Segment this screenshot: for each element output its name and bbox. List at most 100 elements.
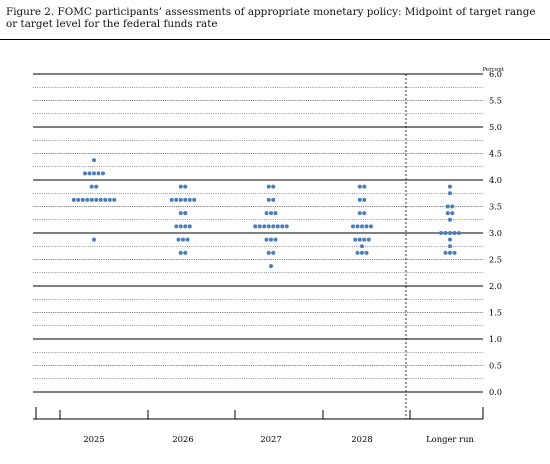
dot xyxy=(369,224,373,229)
dot xyxy=(183,197,188,202)
y-tick-label: 0.5 xyxy=(489,361,502,371)
dot xyxy=(103,197,108,202)
dot xyxy=(450,211,455,216)
dot xyxy=(101,171,105,176)
dot xyxy=(264,237,269,242)
dots xyxy=(71,158,461,269)
dot xyxy=(280,224,285,229)
dot xyxy=(452,231,457,235)
dot xyxy=(183,224,188,229)
x-category-label: Longer run xyxy=(426,434,474,444)
dot xyxy=(178,184,183,189)
y-tick-label: 1.5 xyxy=(489,308,502,318)
y-tick-label: 6.0 xyxy=(489,69,502,79)
dot xyxy=(178,211,183,216)
y-axis-unit-label: Percent xyxy=(483,67,505,73)
dot xyxy=(94,184,99,189)
dot xyxy=(275,224,280,229)
dot xyxy=(174,197,179,202)
dot xyxy=(362,184,367,189)
dot xyxy=(357,237,362,242)
y-tick-label: 1.0 xyxy=(489,334,502,344)
dot xyxy=(112,197,117,202)
dot xyxy=(360,224,364,229)
dot xyxy=(178,224,183,229)
y-tick-label: 4.0 xyxy=(489,175,502,185)
y-tick-label: 2.5 xyxy=(489,255,502,265)
y-tick-label: 2.0 xyxy=(489,281,502,291)
dot xyxy=(362,197,367,202)
dot xyxy=(266,184,271,189)
dot xyxy=(178,250,183,255)
dot xyxy=(92,158,96,163)
dot xyxy=(187,197,192,202)
dot xyxy=(448,184,452,189)
dot xyxy=(271,224,276,229)
y-tick-label: 3.5 xyxy=(489,202,502,212)
dot xyxy=(185,237,190,242)
y-tick-label: 5.5 xyxy=(489,96,502,106)
dot xyxy=(92,171,96,176)
y-tick-label: 5.0 xyxy=(489,122,502,132)
x-category-label: 2027 xyxy=(260,434,281,444)
x-category-label: 2028 xyxy=(351,434,372,444)
dot xyxy=(271,184,276,189)
dot xyxy=(364,250,369,255)
x-category-label: 2026 xyxy=(172,434,193,444)
dot xyxy=(89,184,94,189)
dot xyxy=(266,197,271,202)
dot xyxy=(439,231,443,235)
dot xyxy=(357,184,362,189)
dot xyxy=(183,250,188,255)
dot xyxy=(355,224,360,229)
dot xyxy=(96,171,101,176)
grid-lines xyxy=(33,73,483,393)
dot xyxy=(284,224,289,229)
dot xyxy=(362,237,367,242)
dot xyxy=(360,244,364,249)
dot xyxy=(183,211,188,216)
dot xyxy=(457,231,461,235)
dot xyxy=(94,197,99,202)
dot xyxy=(445,211,450,216)
dot xyxy=(266,224,271,229)
dot xyxy=(357,211,362,216)
dot xyxy=(269,237,273,242)
dot xyxy=(271,197,276,202)
dot xyxy=(187,224,192,229)
dot xyxy=(98,197,103,202)
y-axis-tick-labels: 6.0 5.5 5.0 4.5 4.0 3.5 3.0 2.5 2.0 1.5 1.0 0.5 0.0 xyxy=(489,69,502,397)
dot xyxy=(264,211,269,216)
dot xyxy=(448,191,452,196)
y-tick-label: 0.0 xyxy=(489,387,502,397)
dot xyxy=(351,224,355,229)
title-divider xyxy=(0,39,550,40)
dot xyxy=(269,211,273,216)
dot xyxy=(452,250,457,255)
dot xyxy=(273,237,278,242)
dot xyxy=(92,237,96,242)
dot xyxy=(448,244,452,249)
dot xyxy=(192,197,197,202)
dot xyxy=(176,237,181,242)
dot xyxy=(448,231,452,235)
dot xyxy=(87,171,92,176)
dot xyxy=(76,197,81,202)
x-axis xyxy=(33,407,484,420)
dot xyxy=(443,231,448,235)
dot xyxy=(360,250,364,255)
dot xyxy=(89,197,94,202)
dot xyxy=(169,197,174,202)
dot xyxy=(271,250,276,255)
dot xyxy=(353,237,358,242)
dot xyxy=(448,217,452,222)
dot xyxy=(357,197,362,202)
dot xyxy=(80,197,85,202)
dot xyxy=(269,264,273,269)
dot xyxy=(445,204,450,209)
dot xyxy=(366,237,371,242)
dot xyxy=(107,197,112,202)
dot xyxy=(273,211,278,216)
x-category-label: 2025 xyxy=(83,434,104,444)
